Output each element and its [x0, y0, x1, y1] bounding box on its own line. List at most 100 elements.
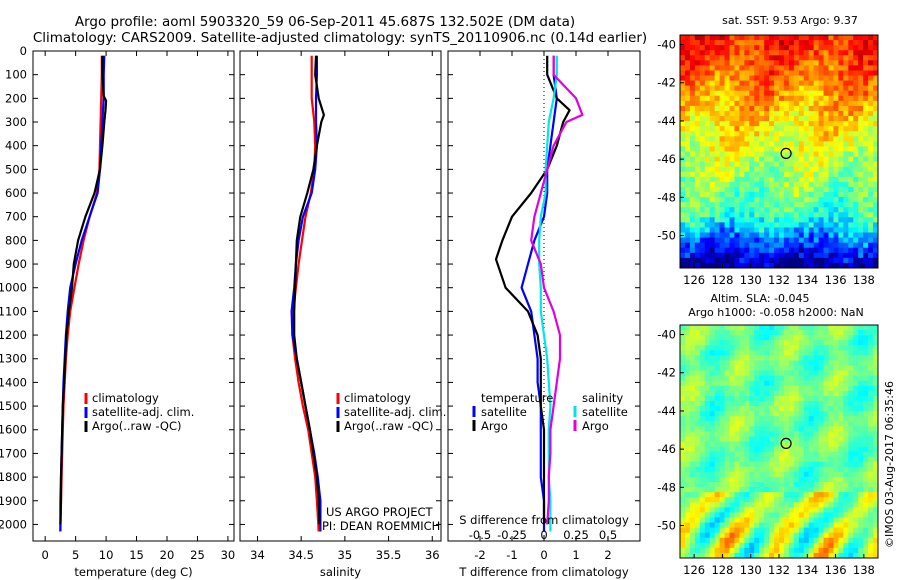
map-cell: [823, 426, 829, 432]
annotation-pi: PI: DEAN ROEMMICH: [322, 519, 440, 533]
map-cell: [729, 105, 735, 112]
map-cell: [704, 542, 711, 549]
map-cell: [843, 390, 849, 397]
map-cell: [848, 232, 854, 239]
map-cell: [803, 186, 810, 193]
map-cell: [714, 380, 721, 387]
map-cell: [680, 262, 686, 269]
map-cell: [759, 360, 765, 367]
map-cell: [803, 537, 810, 544]
map-cell: [838, 217, 844, 223]
map-cell: [843, 212, 849, 218]
map-cell: [739, 400, 745, 407]
map-cell: [798, 257, 805, 264]
map-cell: [699, 446, 706, 453]
map-cell: [788, 40, 795, 46]
map-cell: [774, 385, 780, 392]
map-cell: [788, 451, 795, 458]
map-cell: [848, 400, 854, 407]
map-cell: [714, 532, 721, 539]
map-cell: [853, 75, 859, 82]
map-cell: [808, 537, 815, 544]
map-cell: [823, 416, 829, 422]
map-cell: [783, 121, 790, 127]
map-cell: [714, 192, 721, 198]
map-cell: [769, 390, 775, 397]
map-cell: [699, 136, 706, 142]
map-cell: [734, 227, 740, 234]
map-cell: [858, 166, 864, 173]
map-cell: [868, 507, 874, 513]
map-cell: [694, 365, 701, 372]
map-cell: [858, 202, 864, 208]
map-cell: [689, 330, 696, 336]
map-cell: [744, 237, 750, 244]
map-cell: [769, 176, 775, 183]
map-cell: [798, 547, 805, 554]
map-cell: [764, 80, 770, 87]
map-cell: [838, 325, 844, 331]
map-cell: [863, 355, 869, 361]
map-cell: [684, 395, 691, 402]
map-cell: [788, 380, 795, 387]
map-cell: [848, 212, 854, 218]
map-cell: [729, 212, 735, 218]
map-cell: [783, 355, 790, 361]
map-cell: [680, 360, 686, 367]
map-cell: [729, 365, 735, 372]
map-cell: [680, 355, 686, 361]
map-cell: [803, 151, 810, 158]
map-cell: [729, 202, 735, 208]
map-cell: [818, 441, 825, 448]
map-cell: [838, 385, 844, 392]
map-cell: [694, 171, 701, 178]
map-cell: [873, 95, 879, 102]
map-cell: [813, 80, 820, 87]
map-cell: [868, 345, 874, 351]
map-cell: [704, 166, 711, 173]
map-cell: [798, 446, 805, 453]
map-cell: [843, 395, 849, 402]
map-cell: [744, 431, 750, 437]
map-cell: [714, 222, 721, 228]
map-cell: [779, 55, 785, 61]
map-cell: [774, 105, 780, 112]
map-cell: [788, 257, 795, 264]
map-cell: [694, 552, 701, 559]
map-cell: [818, 482, 825, 488]
map-cell: [754, 411, 760, 417]
map-cell: [689, 497, 696, 503]
map-cell: [833, 80, 839, 87]
map-cell: [863, 75, 869, 82]
map-cell: [774, 355, 780, 361]
map-cell: [783, 330, 790, 336]
map-cell: [684, 547, 691, 554]
map-cell: [848, 156, 854, 163]
map-cell: [803, 400, 810, 407]
map-cell: [868, 207, 874, 213]
map-cell: [769, 171, 775, 178]
map-cell: [823, 461, 829, 468]
map-cell: [783, 126, 790, 132]
map-cell: [823, 471, 829, 478]
map-cell: [684, 207, 691, 213]
map-cell: [764, 395, 770, 402]
map-cell: [684, 476, 691, 483]
map-cell: [843, 330, 849, 336]
map-cell: [694, 176, 701, 183]
map-cell: [724, 406, 730, 412]
map-cell: [828, 186, 834, 193]
map-cell: [719, 100, 726, 107]
map-cell: [843, 40, 849, 46]
map-cell: [754, 416, 760, 422]
map-cell: [744, 186, 750, 193]
map-cell: [779, 547, 785, 554]
map-cell: [828, 497, 834, 503]
map-cell: [704, 385, 711, 392]
map-cell: [769, 227, 775, 234]
map-cell: [719, 55, 726, 61]
map-cell: [783, 75, 790, 82]
map-cell: [798, 252, 805, 259]
map-cell: [774, 45, 780, 51]
map-cell: [833, 151, 839, 158]
